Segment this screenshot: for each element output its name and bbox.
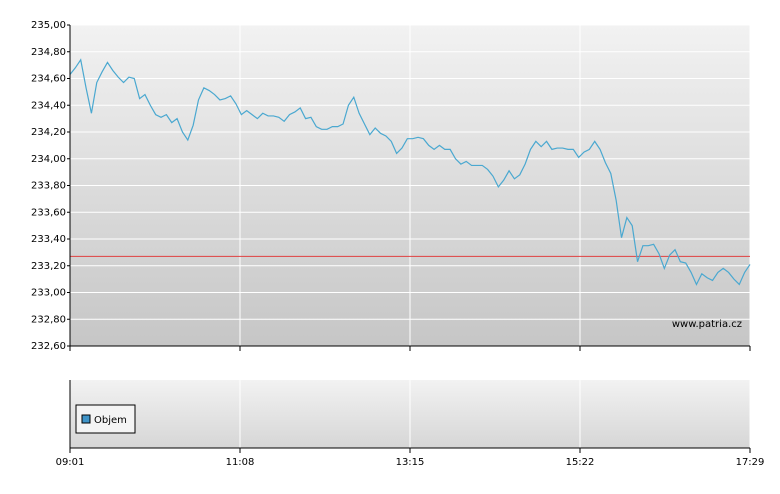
- legend-swatch: [81, 414, 91, 424]
- y-tick-label: 233,80: [31, 181, 66, 192]
- y-tick-label: 234,60: [31, 74, 66, 85]
- y-tick-label: 233,40: [31, 234, 66, 245]
- y-tick-label: 232,60: [31, 341, 66, 352]
- x-tick-label: 11:08: [226, 457, 255, 468]
- price-line: [69, 58, 751, 286]
- y-tick-label: 234,80: [31, 47, 66, 58]
- y-tick-label: 234,00: [31, 154, 66, 165]
- y-tick-label: 235,00: [31, 20, 66, 31]
- y-tick-label: 234,40: [31, 100, 66, 111]
- x-tick-label: 09:01: [56, 457, 85, 468]
- x-tick-label: 15:22: [566, 457, 595, 468]
- legend-label: Objem: [94, 415, 127, 426]
- y-tick-label: 234,20: [31, 127, 66, 138]
- watermark: www.patria.cz: [672, 319, 742, 330]
- y-tick-label: 233,60: [31, 207, 66, 218]
- y-tick-label: 232,80: [31, 314, 66, 325]
- y-tick-label: 233,20: [31, 261, 66, 272]
- x-tick-label: 13:15: [396, 457, 425, 468]
- x-tick-label: 17:29: [736, 457, 765, 468]
- y-tick-label: 233,00: [31, 288, 66, 299]
